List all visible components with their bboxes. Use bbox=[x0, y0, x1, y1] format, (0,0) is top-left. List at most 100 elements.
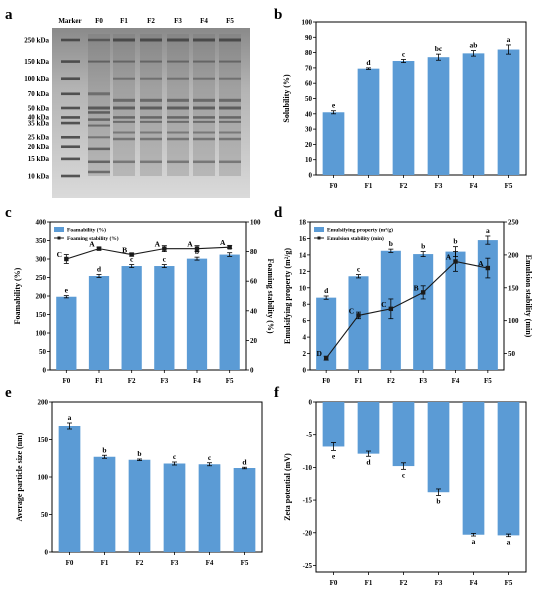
x-tick-label: F3 bbox=[435, 182, 443, 190]
bar-f4 bbox=[462, 53, 485, 175]
gel-sample-band bbox=[140, 106, 162, 110]
x-tick-label: F1 bbox=[355, 377, 363, 385]
x-tick-label: F0 bbox=[330, 579, 338, 587]
bar-f0 bbox=[56, 296, 77, 370]
line-marker bbox=[129, 252, 134, 257]
plot-frame bbox=[49, 221, 247, 371]
gel-lane-smear bbox=[113, 34, 135, 176]
gel-lane-label: F4 bbox=[200, 17, 208, 25]
y-axis-label: Emulsifying property (m²/g) bbox=[283, 248, 292, 344]
gel-sample-band bbox=[167, 77, 189, 80]
y-tick-label: 10 bbox=[299, 284, 307, 292]
significance-letter: d bbox=[97, 265, 102, 274]
gel-sample-band bbox=[88, 38, 110, 42]
y-tick-label: 12 bbox=[299, 268, 307, 276]
line-marker bbox=[194, 246, 200, 251]
legend-swatch-bar bbox=[54, 227, 64, 232]
bar-f2 bbox=[392, 61, 415, 175]
gel-sample-band bbox=[193, 60, 215, 63]
gel-sample-band bbox=[193, 77, 215, 80]
gel-sample-band bbox=[113, 98, 135, 102]
y-tick-label: 90 bbox=[305, 34, 313, 42]
bar-f4 bbox=[198, 464, 221, 552]
bar-f5 bbox=[497, 402, 520, 536]
gel-sample-band bbox=[140, 60, 162, 63]
y-axis-label: Zeta potential (mV) bbox=[283, 453, 292, 521]
bar-f1 bbox=[348, 276, 369, 370]
panel-label-e: e bbox=[5, 385, 12, 401]
gel-sample-band bbox=[88, 111, 110, 114]
y-tick-label: 10 bbox=[305, 156, 313, 164]
panel-label-c: c bbox=[5, 205, 12, 221]
legend-swatch-marker bbox=[317, 236, 321, 240]
y-tick-label: 150 bbox=[36, 311, 47, 319]
gel-sample-band bbox=[167, 160, 189, 164]
significance-letter: c bbox=[208, 453, 212, 462]
significance-letter: a bbox=[472, 537, 476, 546]
gel-sample-band bbox=[219, 160, 241, 164]
bar-f3 bbox=[413, 254, 434, 370]
y2-tick-label: 40 bbox=[250, 307, 258, 315]
significance-letter: b bbox=[453, 237, 457, 246]
line-marker bbox=[96, 246, 102, 251]
legend-swatch-bar bbox=[314, 227, 324, 232]
x-tick-label: F0 bbox=[66, 559, 74, 567]
x-tick-label: F4 bbox=[452, 377, 460, 385]
bar-f3 bbox=[427, 57, 450, 175]
gel-marker-label: 50 kDa bbox=[28, 104, 50, 112]
y-tick-label: 0 bbox=[309, 399, 313, 407]
significance-letter: b bbox=[102, 445, 106, 454]
y-tick-label: 50 bbox=[39, 348, 47, 356]
panel-e-particle-size: a b b c c d F0 F1 F2 F3 F4 F5 0 50 100 150 200 Average pa… bbox=[15, 399, 263, 567]
y-tick-label: 100 bbox=[38, 474, 49, 482]
gel-sample-band bbox=[140, 38, 162, 42]
gel-sample-band bbox=[167, 106, 189, 110]
y2-tick-label: 200 bbox=[508, 251, 519, 259]
significance-letter: b bbox=[436, 497, 440, 506]
gel-marker-band bbox=[61, 157, 80, 161]
bar-f2 bbox=[128, 459, 151, 552]
plot-frame bbox=[309, 221, 505, 371]
panel-label-d: d bbox=[274, 205, 283, 221]
line-significance-letter: A bbox=[220, 238, 226, 247]
y-tick-label: 6 bbox=[303, 317, 307, 325]
line-significance-letter: B bbox=[122, 246, 127, 255]
gel-marker-label: 20 kDa bbox=[28, 143, 50, 151]
gel-sample-band bbox=[140, 98, 162, 102]
gel-sample-band bbox=[219, 60, 241, 63]
significance-letter: e bbox=[332, 101, 336, 110]
line-significance-letter: A bbox=[155, 240, 161, 249]
gel-sample-band bbox=[219, 116, 241, 119]
line-significance-letter: D bbox=[316, 349, 322, 358]
significance-letter: b bbox=[421, 242, 425, 251]
gel-sample-band bbox=[140, 131, 162, 134]
y-tick-label: 4 bbox=[303, 334, 307, 342]
gel-marker-band bbox=[61, 116, 80, 119]
panel-label-f: f bbox=[274, 385, 280, 401]
y-tick-label: 60 bbox=[305, 80, 313, 88]
gel-sample-band bbox=[167, 60, 189, 63]
gel-lane-label: F3 bbox=[174, 17, 182, 25]
gel-sample-band bbox=[193, 38, 215, 42]
bar-f2 bbox=[121, 266, 142, 370]
y-tick-label: 200 bbox=[38, 399, 49, 407]
significance-letter: b bbox=[137, 449, 141, 458]
x-tick-label: F5 bbox=[505, 182, 513, 190]
gel-marker-label: 70 kDa bbox=[28, 90, 50, 98]
gel-sample-band bbox=[113, 77, 135, 80]
plot-frame bbox=[315, 401, 527, 573]
gel-sample-band bbox=[193, 160, 215, 164]
y-tick-label: 100 bbox=[302, 19, 313, 27]
gel-sample-band bbox=[193, 131, 215, 134]
y-tick-label: 400 bbox=[36, 219, 47, 227]
gel-lane-label: F5 bbox=[226, 17, 234, 25]
significance-letter: c bbox=[130, 255, 134, 264]
gel-marker-band bbox=[61, 135, 80, 139]
line-significance-letter: A bbox=[89, 240, 95, 249]
bar-f4 bbox=[462, 402, 485, 535]
significance-letter: a bbox=[68, 413, 72, 422]
significance-letter: e bbox=[65, 286, 69, 295]
y-tick-label: 250 bbox=[36, 274, 47, 282]
gel-marker-label: 40 kDa bbox=[28, 114, 50, 122]
